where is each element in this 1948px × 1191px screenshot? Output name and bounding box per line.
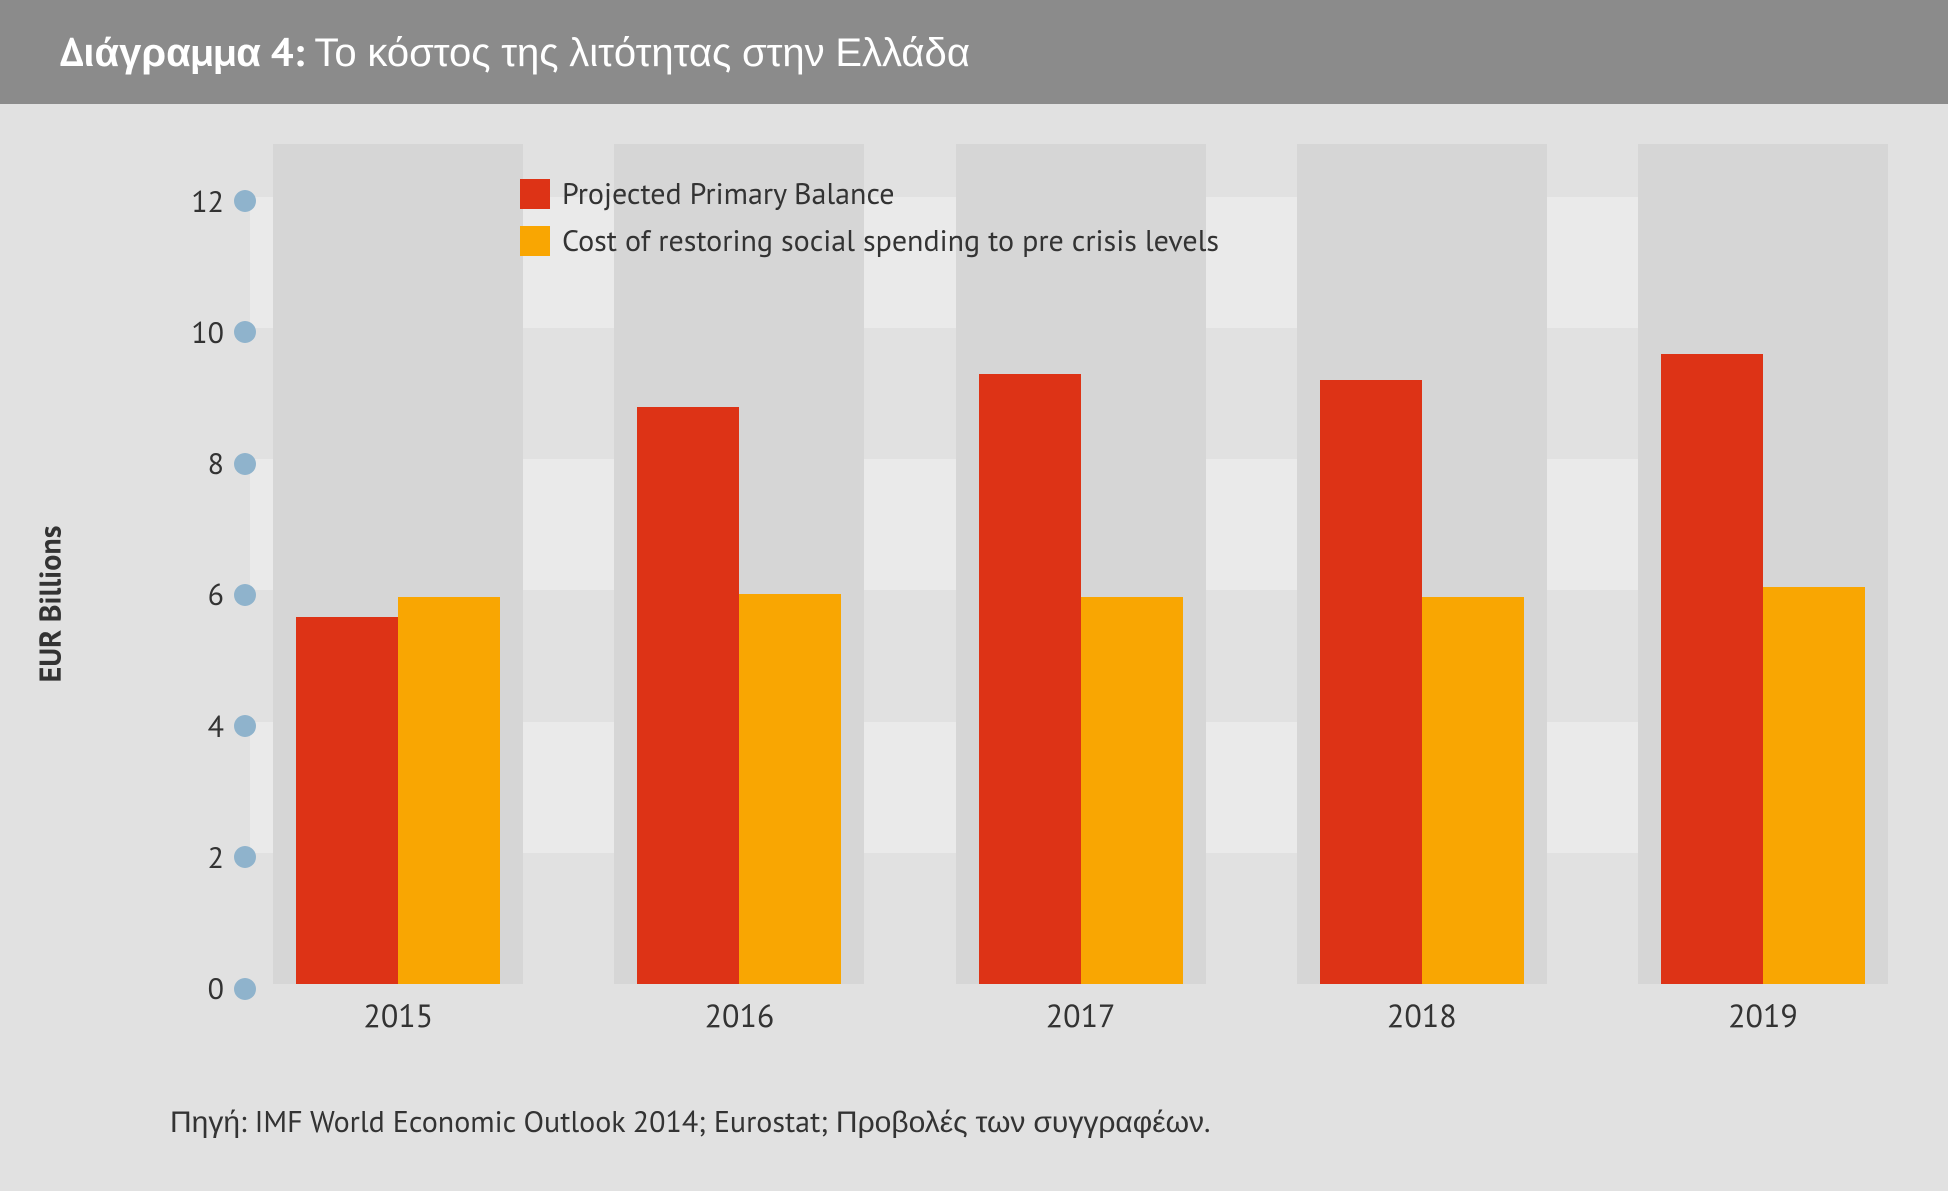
bar: [1661, 354, 1763, 984]
bar: [1763, 587, 1865, 984]
y-tick: 0: [174, 969, 256, 1008]
y-tick-label: 6: [174, 575, 224, 614]
plot-region: Projected Primary Balance Cost of restori…: [200, 144, 1888, 984]
y-tick-dot: [234, 715, 256, 737]
y-tick-label: 4: [174, 707, 224, 746]
y-tick: 8: [174, 444, 256, 483]
legend-item: Cost of restoring social spending to pre…: [520, 221, 1219, 260]
legend-label: Cost of restoring social spending to pre…: [562, 221, 1219, 260]
x-tick-label: 2018: [1387, 994, 1457, 1036]
y-tick-dot: [234, 846, 256, 868]
bar: [979, 374, 1081, 984]
legend-item: Projected Primary Balance: [520, 174, 1219, 213]
y-tick: 6: [174, 575, 256, 614]
bar: [1081, 597, 1183, 984]
legend-swatch: [520, 226, 550, 256]
plot-inner: [250, 144, 1888, 984]
x-tick-label: 2016: [705, 994, 775, 1036]
bar: [1320, 380, 1422, 984]
y-tick: 2: [174, 838, 256, 877]
bar: [637, 407, 739, 985]
y-tick-dot: [234, 190, 256, 212]
y-tick-dot: [234, 321, 256, 343]
y-tick-label: 0: [174, 969, 224, 1008]
source-text: Πηγή: IMF World Economic Outlook 2014; E…: [170, 1102, 1210, 1141]
chart-title-rest: Το κόστος της λιτότητας στην Ελλάδα: [314, 26, 970, 78]
bar: [1422, 597, 1524, 984]
y-tick-label: 2: [174, 838, 224, 877]
legend-label: Projected Primary Balance: [562, 174, 895, 213]
y-tick: 12: [174, 182, 256, 221]
y-tick: 10: [174, 313, 256, 352]
chart-title-bold: Διάγραμμα 4:: [60, 26, 304, 78]
legend: Projected Primary Balance Cost of restori…: [520, 174, 1219, 268]
x-tick-label: 2017: [1046, 994, 1116, 1036]
y-tick-label: 8: [174, 444, 224, 483]
y-tick-label: 10: [174, 313, 224, 352]
bar: [398, 597, 500, 984]
bar: [296, 617, 398, 985]
y-tick-dot: [234, 453, 256, 475]
header-bar: Διάγραμμα 4: Το κόστος της λιτότητας στη…: [0, 0, 1948, 104]
x-tick-label: 2015: [363, 994, 433, 1036]
y-tick-dot: [234, 584, 256, 606]
y-tick-label: 12: [174, 182, 224, 221]
legend-swatch: [520, 179, 550, 209]
y-tick-dot: [234, 978, 256, 1000]
y-axis-label: EUR Billions: [31, 526, 70, 683]
y-tick: 4: [174, 707, 256, 746]
bar: [739, 594, 841, 984]
x-tick-label: 2019: [1728, 994, 1798, 1036]
chart-area: EUR Billions Projected Primary BalanceCo…: [60, 144, 1888, 1064]
